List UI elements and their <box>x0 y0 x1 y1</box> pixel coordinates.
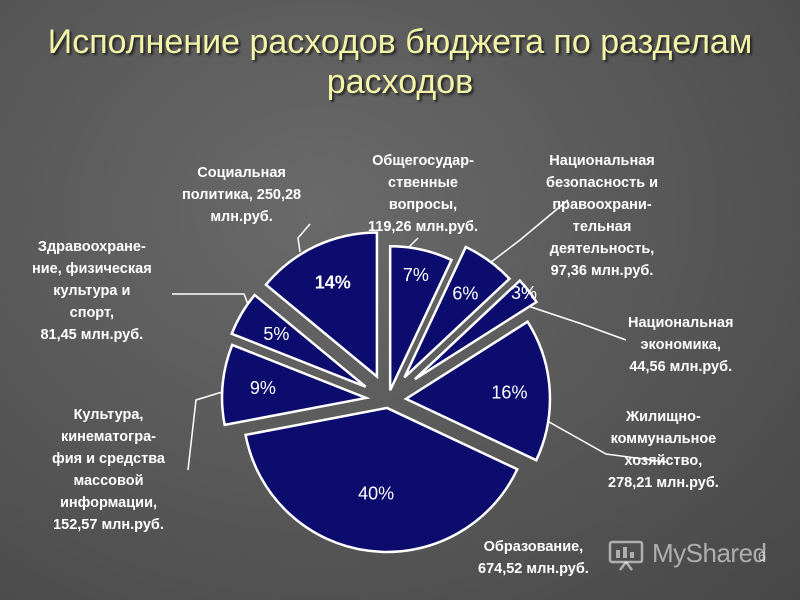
pie-slices <box>220 231 552 554</box>
percent-label-7: 5% <box>263 324 289 344</box>
pie-slice-4 <box>403 319 552 462</box>
label-natsbez: Национальная безопасность и правоохрани-те… <box>546 153 659 279</box>
leader-line-4 <box>541 417 667 463</box>
label-natsek: Национальная экономика, 44,56 млн.руб. <box>628 315 734 375</box>
percent-label-8: 14% <box>315 273 351 293</box>
pie-slice-1 <box>388 244 454 391</box>
title-line-2: расходов <box>326 63 474 101</box>
watermark-text: MyShared <box>652 538 767 568</box>
slide-title: Исполнение расходов бюджета по разделам … <box>0 22 800 102</box>
percent-label-5: 40% <box>358 484 394 504</box>
label-sotspol: Социальная политика, 250,28 млн.руб. <box>182 165 302 225</box>
percent-label-2: 6% <box>452 283 478 303</box>
pie-slice-6 <box>220 343 371 427</box>
leader-line-2 <box>477 199 569 273</box>
pie-slice-7 <box>230 293 367 388</box>
label-kultura: Культура, кинематогра-фия и средства массо… <box>52 407 165 533</box>
label-zhkh: Жилищно-коммунальное хозяйство, 278,21 млн… <box>608 409 719 491</box>
percent-label-4: 16% <box>491 382 527 402</box>
percent-label-6: 9% <box>250 378 276 398</box>
page-number: 6 <box>758 548 766 564</box>
percent-labels: 7% 6% 3% 16% 40% 9% 5% 14% <box>250 265 537 504</box>
title-line-1: Исполнение расходов бюджета по разделам <box>47 23 753 61</box>
pie-slice-2 <box>403 245 512 379</box>
pie-slice-8 <box>264 231 379 380</box>
pie-slice-3 <box>414 278 539 381</box>
label-zdrav: Здравоохране-ние, физическая культура и сп… <box>32 239 152 343</box>
percent-label-3: 3% <box>511 283 537 303</box>
leader-line-8 <box>297 223 311 253</box>
presentation-icon <box>608 540 644 571</box>
pie-slice-5 <box>244 406 519 554</box>
label-obrazovanie: Образование, 674,52 млн.руб. <box>478 539 589 577</box>
percent-label-1: 7% <box>403 265 429 285</box>
leader-line-6 <box>187 391 223 471</box>
label-obshchegos: Общегосудар-ственные вопросы, 119,26 млн.р… <box>368 153 479 235</box>
leader-line-3 <box>521 303 627 341</box>
watermark: MyShared <box>606 534 786 574</box>
